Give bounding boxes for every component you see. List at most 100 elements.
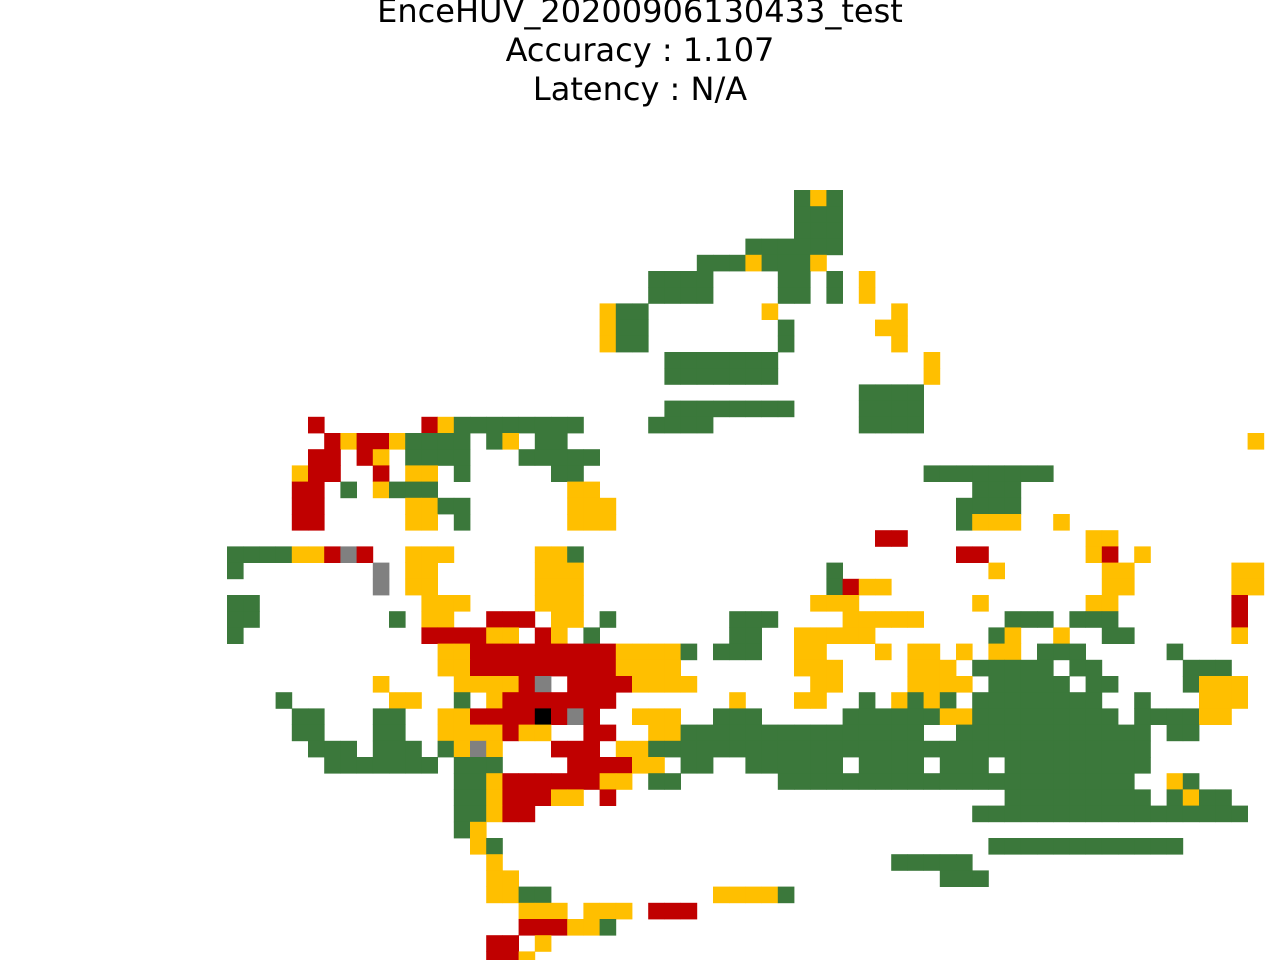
yellow-cell — [372, 676, 390, 693]
red-cell — [534, 659, 552, 677]
green-cell — [972, 465, 989, 482]
green-cell — [1166, 789, 1184, 806]
yellow-cell — [842, 627, 860, 644]
red-cell — [324, 465, 341, 482]
red-cell — [470, 659, 487, 677]
green-cell — [1085, 708, 1103, 725]
green-cell — [1020, 805, 1038, 823]
green-cell — [648, 271, 665, 288]
green-cell — [1037, 676, 1054, 693]
yellow-cell — [923, 352, 941, 369]
green-cell — [632, 319, 649, 337]
green-cell — [1069, 805, 1086, 823]
yellow-cell — [745, 254, 762, 272]
green-cell — [1118, 740, 1135, 758]
green-cell — [696, 287, 714, 304]
red-cell — [486, 643, 503, 661]
green-cell — [680, 740, 698, 758]
green-cell — [891, 384, 908, 401]
red-cell — [534, 789, 552, 806]
green-cell — [729, 352, 746, 369]
green-cell — [761, 611, 779, 628]
yellow-cell — [956, 643, 973, 661]
green-cell — [696, 724, 714, 742]
yellow-cell — [794, 659, 811, 677]
red-cell — [648, 902, 665, 920]
green-cell — [842, 740, 860, 758]
red-cell — [308, 416, 325, 434]
green-cell — [988, 805, 1005, 823]
green-cell — [1085, 789, 1103, 806]
green-cell — [453, 789, 471, 806]
yellow-cell — [389, 692, 406, 709]
yellow-cell — [907, 659, 924, 677]
green-cell — [794, 206, 811, 223]
green-cell — [713, 740, 730, 758]
green-cell — [939, 757, 957, 774]
yellow-cell — [551, 578, 568, 596]
yellow-cell — [599, 902, 617, 920]
green-cell — [1053, 838, 1070, 855]
green-cell — [243, 595, 260, 612]
green-cell — [777, 740, 795, 758]
yellow-cell — [1118, 562, 1135, 580]
green-cell — [696, 400, 714, 418]
green-cell — [777, 254, 795, 272]
green-cell — [453, 692, 471, 709]
yellow-cell — [891, 303, 908, 320]
red-cell — [486, 708, 503, 725]
green-cell — [648, 416, 665, 434]
yellow-cell — [826, 627, 843, 644]
green-cell — [745, 238, 762, 256]
yellow-cell — [1199, 676, 1216, 693]
green-cell — [761, 368, 779, 385]
green-cell — [615, 303, 633, 320]
yellow-cell — [1101, 530, 1119, 547]
green-cell — [1085, 611, 1103, 628]
yellow-cell — [1004, 643, 1022, 661]
red-cell — [486, 659, 503, 677]
green-cell — [437, 740, 455, 758]
yellow-cell — [291, 465, 309, 482]
green-cell — [907, 773, 924, 790]
red-cell — [599, 659, 617, 677]
green-cell — [729, 627, 746, 644]
green-cell — [907, 854, 924, 871]
green-cell — [551, 433, 568, 450]
yellow-cell — [551, 789, 568, 806]
red-cell — [470, 708, 487, 725]
green-cell — [1069, 838, 1086, 855]
green-cell — [437, 449, 455, 466]
green-cell — [988, 740, 1005, 758]
green-cell — [551, 465, 568, 482]
green-cell — [1053, 740, 1070, 758]
green-cell — [389, 708, 406, 725]
yellow-cell — [923, 676, 941, 693]
red-cell — [599, 757, 617, 774]
yellow-cell — [583, 919, 600, 936]
yellow-cell — [534, 935, 552, 952]
yellow-cell — [923, 692, 941, 709]
green-cell — [1053, 643, 1070, 661]
green-cell — [858, 416, 876, 434]
green-cell — [227, 627, 244, 644]
green-cell — [842, 708, 860, 725]
green-cell — [453, 757, 471, 774]
green-cell — [372, 724, 390, 742]
green-cell — [972, 773, 989, 790]
green-cell — [794, 271, 811, 288]
green-cell — [1004, 838, 1022, 855]
green-cell — [372, 757, 390, 774]
green-cell — [1069, 789, 1086, 806]
green-cell — [761, 400, 779, 418]
green-cell — [713, 352, 730, 369]
green-cell — [875, 384, 892, 401]
green-cell — [599, 611, 617, 628]
yellow-cell — [1231, 562, 1248, 580]
green-cell — [761, 724, 779, 742]
green-cell — [1085, 692, 1103, 709]
green-cell — [534, 449, 552, 466]
green-cell — [1085, 773, 1103, 790]
red-cell — [324, 433, 341, 450]
yellow-cell — [632, 708, 649, 725]
